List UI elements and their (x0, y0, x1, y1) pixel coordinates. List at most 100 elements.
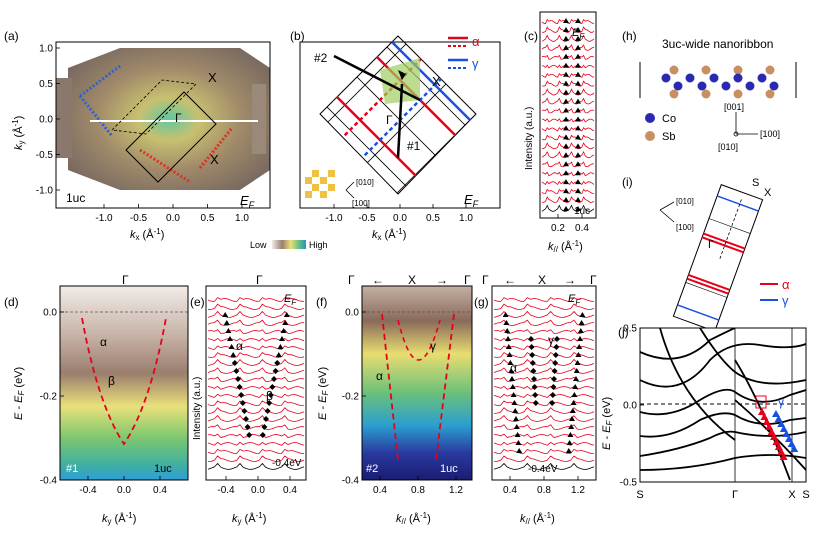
panel-d: (d) Γ α β #1 1uc -0.4 0.0 0.4 0.0 -0.2 -0.4 … (4, 273, 189, 526)
peak-marker (552, 352, 559, 358)
peak-marker (575, 206, 581, 211)
edc-curve (207, 303, 305, 310)
edc-curves-c (541, 18, 595, 212)
cut-label-f: #2 (366, 463, 378, 475)
alpha-band-fit-f2 (435, 313, 455, 461)
f-top-arrow1: ← (372, 273, 384, 287)
panel-j-label: (j) (618, 325, 629, 339)
peak-marker (246, 432, 253, 438)
panel-f-label: (f) (316, 295, 327, 309)
edc-curve (207, 400, 305, 406)
edc-curve (207, 376, 305, 382)
peak-marker (233, 368, 240, 374)
dir-100-h: [100] (760, 129, 780, 139)
peak-marker (563, 161, 569, 167)
atom (733, 65, 743, 75)
alpha-marker (765, 423, 774, 430)
peak-marker (553, 344, 560, 350)
alpha-marker (779, 453, 788, 460)
legend-gamma-i: γ (782, 293, 789, 308)
panel-j-yticks: 0.5 0.0 -0.5 (620, 324, 644, 489)
peak-marker (574, 360, 581, 365)
cut-1-label: #1 (407, 139, 421, 153)
gamma-point-i: Γ (708, 239, 714, 251)
peak-marker (572, 384, 579, 389)
edc-curve (541, 118, 595, 123)
peak-marker (532, 400, 539, 406)
x-tick-label: 1.0 (235, 213, 249, 224)
peak-marker (563, 18, 569, 23)
y-tick-label: -0.2 (342, 392, 360, 403)
panel-f-ylabel: E - EF (eV) (317, 367, 330, 420)
legend-gamma: γ (472, 56, 479, 71)
peak-marker (549, 392, 556, 398)
peak-marker (575, 352, 582, 357)
peak-marker (575, 89, 581, 95)
peak-marker (530, 368, 537, 374)
gamma-marker (790, 445, 799, 452)
sample-label-f: 1uc (440, 463, 458, 475)
colorbar-low: Low (250, 240, 267, 250)
y-tick-label: 1.0 (39, 44, 53, 55)
peak-marker (505, 336, 511, 341)
panel-g-label: (g) (474, 295, 489, 309)
alpha-marker (770, 433, 778, 440)
x-tick-label: 0.4 (503, 485, 517, 496)
edc-curve (541, 142, 595, 150)
panel-c-ylabel: Intensity (a.u.) (524, 107, 535, 170)
edc-curve (493, 455, 595, 462)
peak-marker (272, 368, 279, 374)
peak-marker (241, 408, 248, 414)
peak-marker (551, 376, 557, 382)
arpes-image-f (362, 286, 472, 480)
panel-b: (b) (290, 29, 501, 242)
peak-marker (563, 62, 569, 68)
edc-curve (207, 407, 305, 414)
band-markers (755, 395, 799, 460)
edc-curve (541, 171, 595, 177)
peak-marker (513, 424, 520, 429)
dir-arrow-b1 (345, 181, 355, 191)
edc-curve (493, 448, 595, 454)
ef-label-b: EF (464, 192, 479, 209)
peak-marker (570, 400, 577, 405)
sb-legend-atom (645, 131, 655, 141)
y-tick-label: -0.5 (620, 478, 638, 489)
x-tick-label: 1.2 (571, 485, 585, 496)
panel-d-ylabel: E - EF (eV) (13, 367, 26, 420)
y-tick-label: 0.0 (43, 308, 57, 319)
peak-marker (282, 320, 289, 325)
x-tick-label: -0.5 (358, 213, 376, 224)
peak-marker (514, 432, 521, 437)
peak-marker (575, 71, 581, 77)
peak-marker (236, 384, 243, 390)
peak-marker (510, 392, 517, 397)
panel-e-xticks: -0.4 0.0 0.4 (217, 476, 297, 496)
alpha-label-f: α (376, 369, 383, 383)
atom (733, 89, 743, 99)
peak-marker (579, 312, 586, 317)
panel-d-top-label: Γ (122, 273, 129, 287)
edc-curve (493, 433, 595, 438)
peak-marker (225, 328, 232, 333)
atom (701, 65, 711, 75)
y-tick-label: -0.4 (342, 476, 360, 487)
edc-curve (207, 433, 305, 438)
peak-marker (573, 368, 580, 373)
colorbar-gradient (272, 240, 306, 249)
panel-c-xlabel: k// (Å-1) (548, 239, 583, 254)
dir-arrow-i1 (659, 201, 675, 211)
gamma-marker (774, 415, 783, 422)
ef-label-a: EF (240, 193, 255, 210)
edc-curve (541, 18, 595, 24)
panel-b-label: (b) (290, 29, 305, 43)
atom (673, 81, 683, 91)
edc-curve (541, 134, 595, 141)
peak-marker (575, 80, 581, 86)
gamma-point-a: Γ (175, 111, 182, 125)
atom (701, 89, 711, 99)
panel-e-ylabel: Intensity (a.u.) (192, 377, 203, 440)
x-tick-label: -0.5 (130, 213, 148, 224)
edc-curve (541, 161, 595, 168)
f-top-g1: Γ (348, 273, 355, 287)
